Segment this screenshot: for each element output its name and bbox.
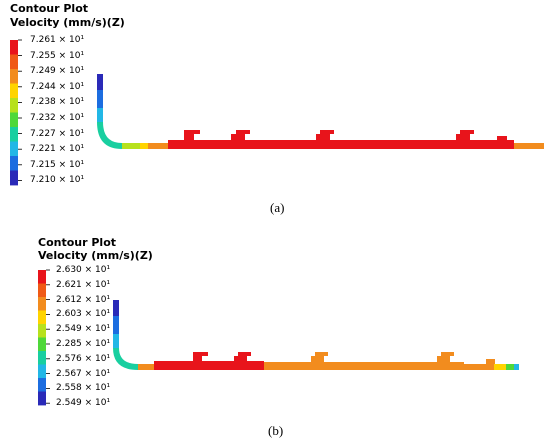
panel-a-bend (97, 122, 122, 149)
legend-label: 7.227 × 10¹ (30, 128, 85, 139)
panel-b-stub-5 (486, 359, 495, 364)
panel-b-riser-mid (113, 316, 119, 334)
panel-a-run-yellow (140, 143, 148, 149)
panel-a-stub-4 (456, 130, 474, 140)
panel-a-run-orange-left (148, 143, 168, 149)
legend-label: 7.221 × 10¹ (30, 144, 85, 155)
panel-a-legend-bar (10, 39, 22, 186)
panel-a-run-orange-right (514, 143, 544, 149)
panel-a-riser-low (97, 108, 103, 122)
panel-a-title-line2: Velocity (mm/s)(Z) (10, 16, 125, 29)
panel-a-caption: (a) (270, 200, 285, 215)
legend-label: 2.567 × 10¹ (56, 368, 111, 379)
panel-b-run-yellow (494, 364, 506, 370)
legend-color-swatch (38, 351, 46, 365)
panel-b-pipe-model (113, 300, 519, 370)
legend-color-swatch (10, 141, 18, 157)
panel-b-stub-2 (234, 352, 251, 361)
panel-a-run-green (122, 143, 140, 149)
panel-b-caption: (b) (268, 423, 284, 438)
panel-b-run-orange-left (138, 364, 154, 370)
legend-label: 7.261 × 10¹ (30, 35, 85, 45)
legend-label: 2.612 × 10¹ (56, 294, 111, 305)
legend-color-swatch (10, 40, 18, 55)
legend-color-swatch (10, 98, 18, 113)
legend-color-swatch (38, 337, 46, 352)
panel-a-stub-5 (497, 136, 507, 140)
legend-label: 7.232 × 10¹ (30, 113, 85, 123)
panel-b-stub-3 (311, 352, 328, 362)
legend-label: 2.576 × 10¹ (56, 353, 111, 364)
legend-color-swatch (10, 156, 18, 171)
panel-b-stub-4 (437, 352, 454, 362)
panel-b-run-orange-main (264, 362, 464, 370)
legend-color-swatch (38, 310, 46, 325)
legend-color-swatch (38, 297, 46, 311)
panel-b-run-red (154, 361, 264, 370)
legend-color-swatch (10, 112, 18, 128)
legend-color-swatch (10, 69, 18, 84)
legend-label: 2.549 × 10¹ (56, 324, 111, 335)
panel-a-riser-mid (97, 90, 103, 108)
panel-a-stub-1 (184, 130, 200, 140)
panel-a-pipe-model (97, 74, 544, 149)
legend-color-swatch (10, 83, 18, 99)
panel-a-run-red (168, 140, 514, 149)
panel-a-title-line1: Contour Plot (10, 2, 89, 15)
legend-label: 7.215 × 10¹ (30, 159, 85, 170)
legend-label: 2.630 × 10¹ (56, 265, 111, 275)
panel-b-title-line1: Contour Plot (38, 236, 117, 249)
legend-label: 7.238 × 10¹ (30, 97, 85, 108)
legend-label: 2.285 × 10¹ (56, 339, 111, 349)
panel-b-run-green (506, 364, 514, 370)
panel-b-riser-low (113, 334, 119, 348)
panel-b-riser-top (113, 300, 119, 316)
legend-color-swatch (10, 127, 18, 142)
legend-label: 2.621 × 10¹ (56, 279, 111, 290)
legend-label: 2.558 × 10¹ (56, 383, 111, 394)
legend-label: 7.255 × 10¹ (30, 50, 85, 61)
legend-color-swatch (10, 54, 18, 70)
panel-b-run-cyan (514, 364, 519, 370)
panel-a-stub-3 (316, 130, 334, 140)
panel-b-run-orange-step (464, 364, 494, 370)
panel-b-title-line2: Velocity (mm/s)(Z) (38, 249, 153, 262)
panel-a-riser-top (97, 74, 103, 90)
panel-a-stub-2 (231, 130, 250, 140)
legend-label: 2.603 × 10¹ (56, 309, 111, 320)
legend-label: 7.244 × 10¹ (30, 81, 85, 92)
legend-color-swatch (38, 391, 46, 406)
legend-color-swatch (10, 170, 18, 186)
panel-b-legend-bar (38, 269, 50, 406)
legend-color-swatch (38, 270, 46, 284)
panel-b-bend (113, 348, 138, 370)
panel-b-stub-1 (193, 352, 208, 361)
legend-color-swatch (38, 364, 46, 379)
legend-color-swatch (38, 283, 46, 298)
legend-label: 2.549 × 10¹ (56, 398, 111, 409)
legend-color-swatch (38, 378, 46, 392)
legend-label: 7.249 × 10¹ (30, 66, 85, 77)
legend-color-swatch (38, 324, 46, 338)
legend-label: 7.210 × 10¹ (30, 175, 85, 186)
